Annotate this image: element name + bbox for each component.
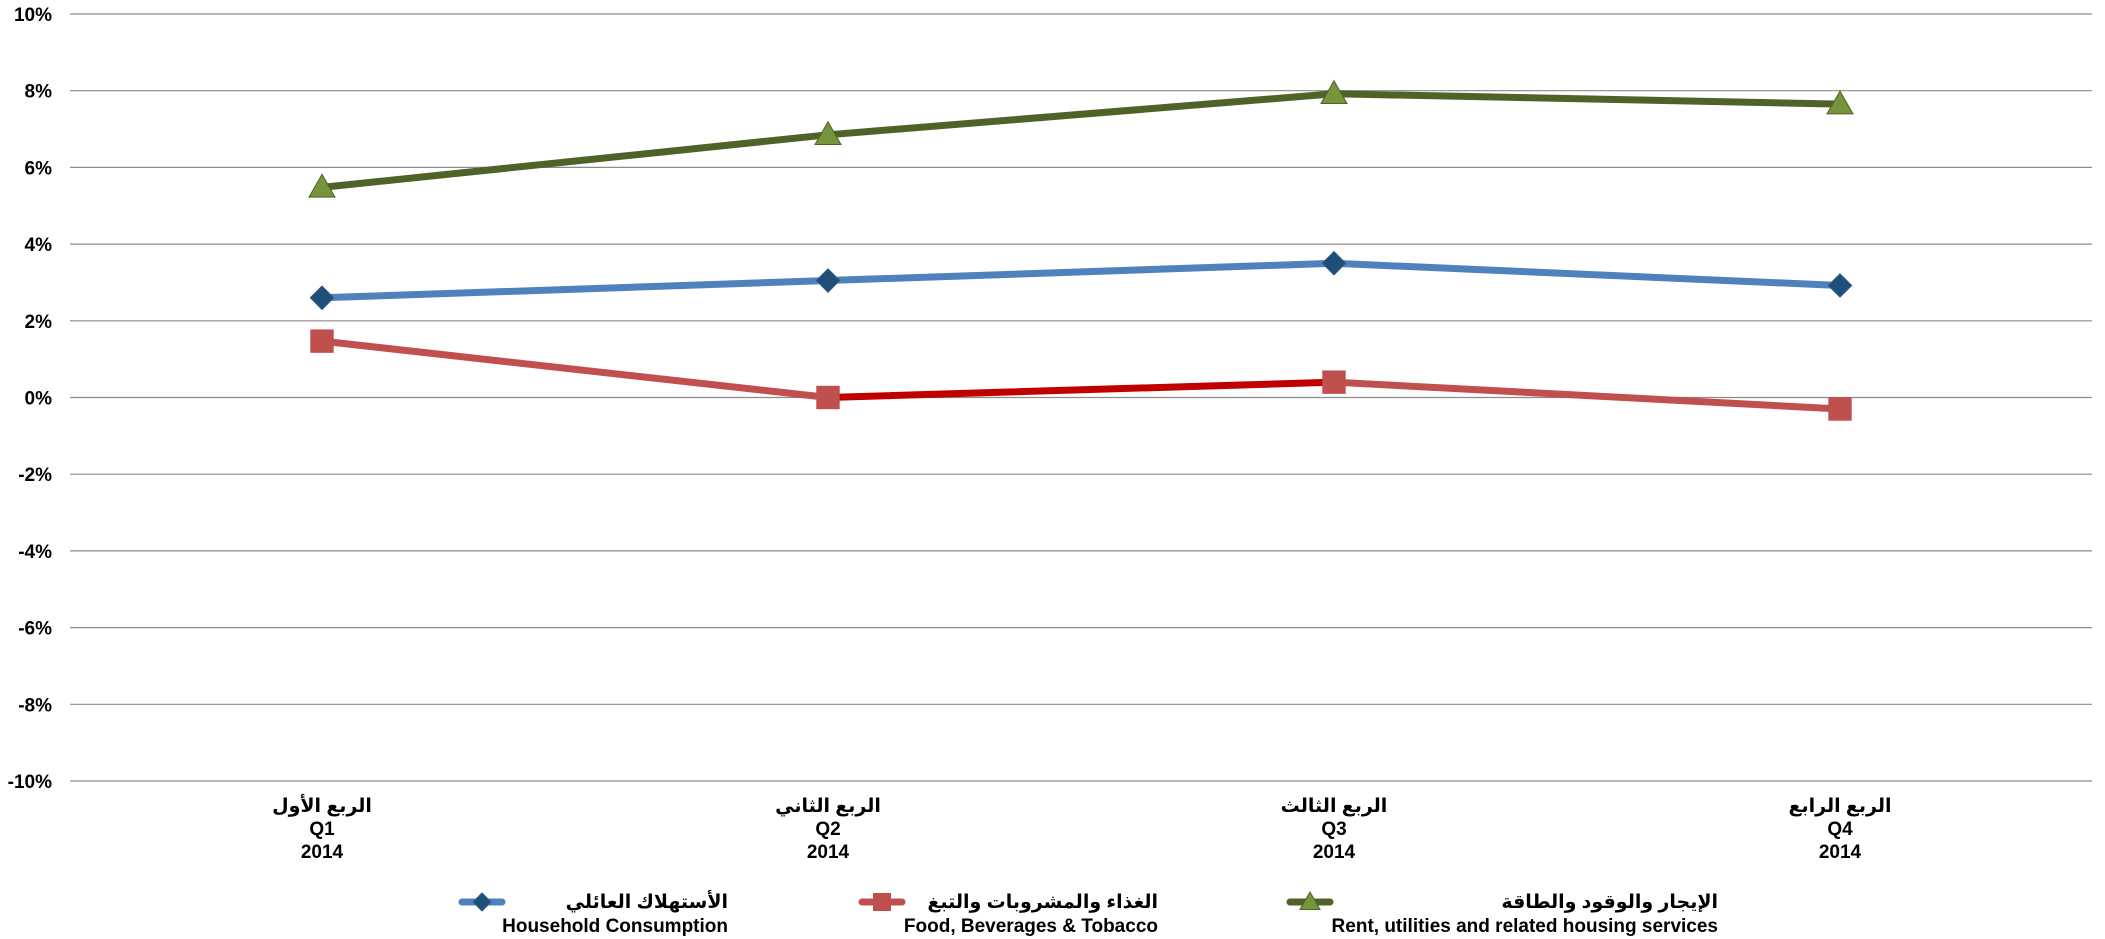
series-line-segment [824, 259, 1338, 285]
x-category-label-ar: الربع الرابع [1789, 796, 1892, 817]
legend-label-en: Food, Beverages & Tobacco [904, 916, 1158, 937]
series-line-segment [824, 378, 1338, 401]
x-category-label-quarter: Q1 [309, 819, 335, 840]
x-category-label-quarter: Q3 [1321, 819, 1346, 840]
y-tick-label: -2% [18, 465, 52, 486]
series-line-segment [318, 277, 832, 302]
data-point-marker [1321, 250, 1347, 276]
legend-label-en: Rent, utilities and related housing serv… [1332, 916, 1718, 937]
y-tick-label: -10% [8, 772, 52, 793]
x-category-label-ar: الربع الثالث [1281, 796, 1388, 817]
y-tick-label: 10% [14, 5, 52, 26]
x-category-label-year: 2014 [301, 842, 344, 863]
y-tick-label: 6% [25, 158, 53, 179]
series-lines [318, 90, 1844, 413]
x-category-label-year: 2014 [1819, 842, 1862, 863]
series-line-segment [824, 90, 1338, 139]
series-line-segment [318, 337, 832, 401]
data-point-marker [1828, 397, 1852, 421]
data-point-marker [1320, 79, 1348, 105]
x-category-label-ar: الربع الأول [272, 794, 372, 817]
x-category-label-year: 2014 [1313, 842, 1356, 863]
series-line-segment [1330, 378, 1844, 413]
legend-swatch-marker [1299, 890, 1321, 910]
x-category-label-quarter: Q2 [815, 819, 840, 840]
legend-label-en: Household Consumption [502, 916, 728, 937]
legend: الأستهلاك العائلي Household Consumption ال… [458, 890, 1718, 937]
series-line-segment [1330, 259, 1844, 290]
y-tick-label: -4% [18, 542, 52, 563]
data-point-marker [1322, 370, 1346, 394]
legend-label-ar: الأستهلاك العائلي [566, 890, 728, 913]
data-point-marker [308, 173, 336, 198]
y-tick-label: 0% [25, 389, 53, 410]
x-category-label-quarter: Q4 [1827, 819, 1853, 840]
legend-label-ar: الغذاء والمشروبات والتبغ [927, 892, 1158, 913]
y-tick-label: 4% [25, 235, 53, 256]
y-tick-label: 8% [25, 82, 53, 103]
series-markers [308, 79, 1854, 421]
data-point-marker [1827, 273, 1853, 298]
series-line-segment [1330, 90, 1844, 108]
y-tick-label: -8% [18, 695, 52, 716]
data-point-marker [309, 285, 335, 311]
series-line-segment [318, 131, 832, 191]
y-tick-label: -6% [18, 619, 52, 640]
x-category-label-year: 2014 [807, 842, 850, 863]
y-axis-tick-labels: 10% 8% 6% 4% 2% 0% -2% -4% -6% -8% -10% [8, 5, 52, 793]
legend-swatch-marker [472, 892, 492, 912]
x-category-label-ar: الربع الثاني [775, 796, 881, 817]
gridlines [70, 13, 2092, 782]
data-point-marker [816, 385, 840, 410]
data-point-marker [814, 120, 842, 146]
y-tick-label: 2% [25, 312, 53, 333]
data-point-marker [1826, 90, 1854, 115]
legend-label-ar: الإيجار والوقود والطاقة [1501, 892, 1718, 913]
data-point-marker [310, 329, 334, 353]
legend-swatch-marker [873, 893, 891, 911]
data-point-marker [815, 268, 841, 293]
